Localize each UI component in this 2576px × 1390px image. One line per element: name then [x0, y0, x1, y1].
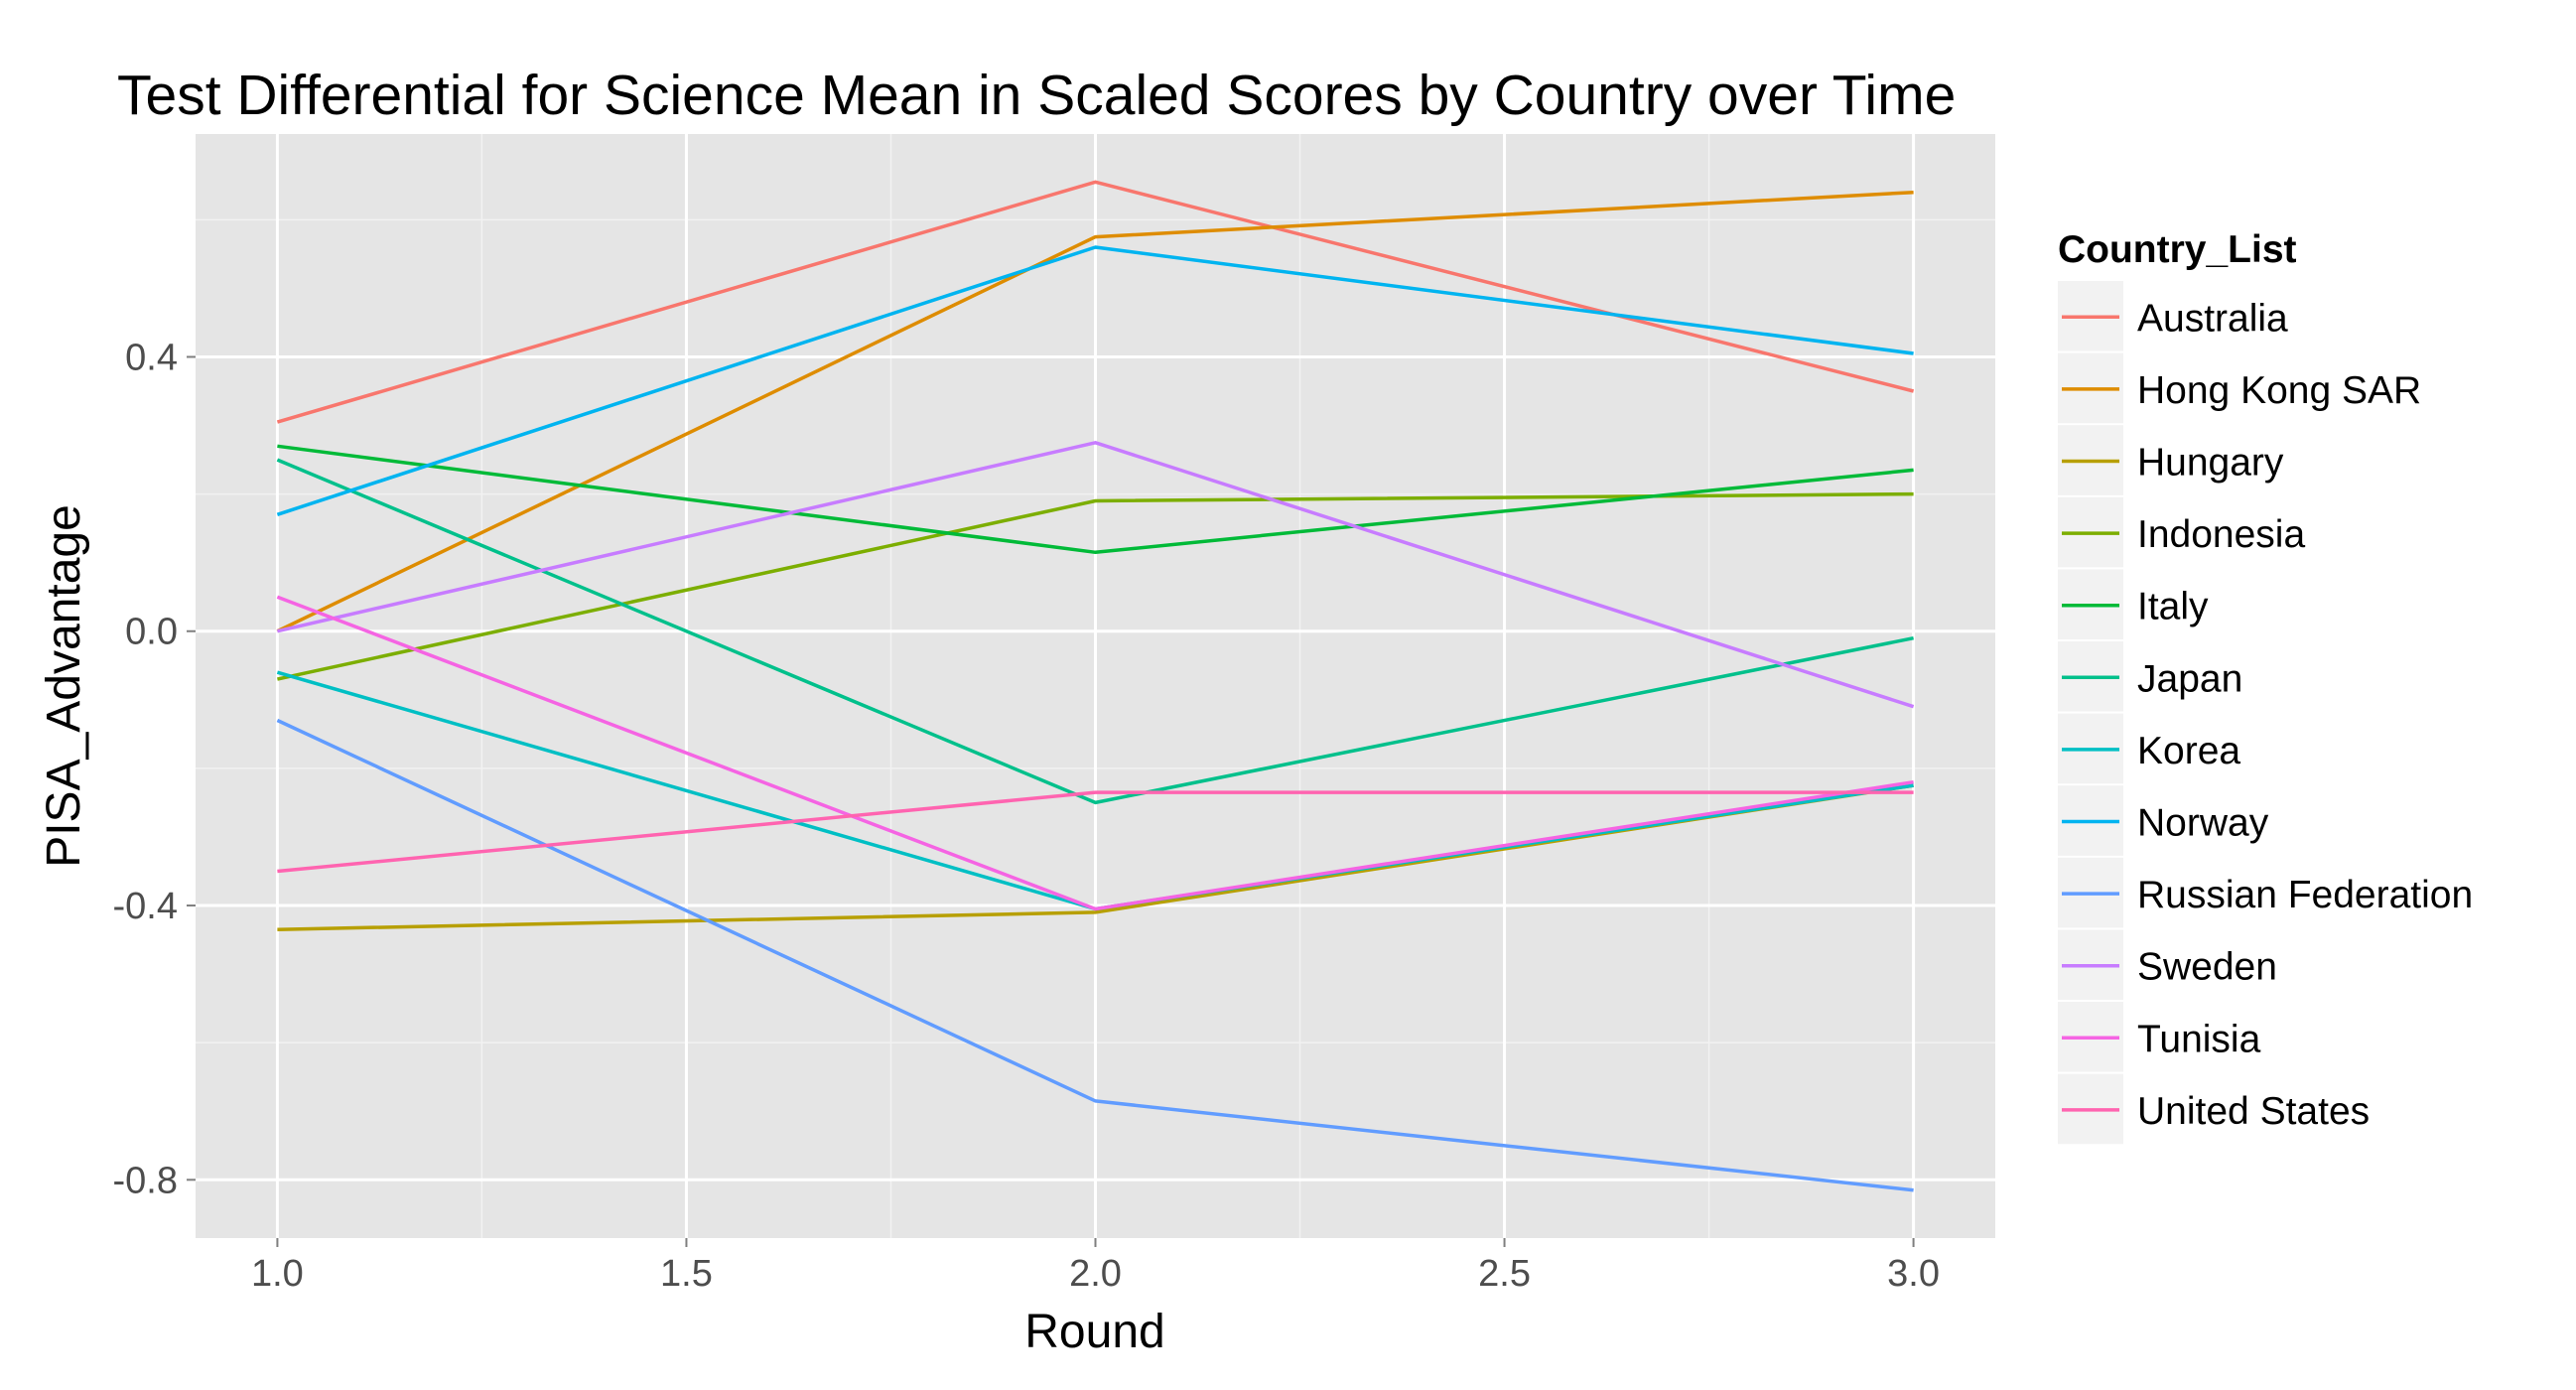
x-tick-label: 1.5 [660, 1253, 713, 1295]
legend-label-sweden: Sweden [2137, 946, 2277, 989]
x-axis-title: Round [1024, 1306, 1164, 1358]
legend-label-hungary: Hungary [2137, 442, 2284, 485]
series-line-hong-kong-sar [276, 190, 1914, 633]
y-tick-label: 0.4 [125, 337, 178, 378]
series-line-united-states [277, 790, 1914, 874]
legend-label-japan: Japan [2137, 657, 2242, 700]
legend-label-hong-kong-sar: Hong Kong SAR [2137, 369, 2421, 412]
y-axis-title: PISA_Advantage [38, 504, 90, 868]
legend-label-italy: Italy [2137, 586, 2209, 628]
series-line-italy [277, 444, 1914, 555]
x-tick-label: 3.0 [1887, 1253, 1940, 1295]
series-line-sweden [277, 441, 1915, 709]
series-lines [276, 180, 1915, 1192]
x-tick-label: 2.0 [1069, 1253, 1122, 1295]
x-tick-label: 1.0 [251, 1253, 304, 1295]
series-line-japan [276, 458, 1914, 805]
series-line-russian-federation [276, 718, 1914, 1192]
legend-label-australia: Australia [2137, 297, 2288, 340]
series-line-australia [276, 180, 1915, 424]
legend-label-tunisia: Tunisia [2137, 1018, 2261, 1060]
legend-label-united-states: United States [2137, 1090, 2370, 1133]
series-line-tunisia [276, 595, 1914, 911]
y-tick-label: -0.4 [113, 886, 178, 927]
legend: Country_List Australia Hong Kong SAR Hunga… [2058, 228, 2473, 1145]
legend-label-norway: Norway [2137, 802, 2269, 845]
y-axis-ticks: -0.8 -0.4 0.0 0.4 [113, 337, 196, 1201]
x-tick-label: 2.5 [1478, 1253, 1531, 1295]
y-tick-label: 0.0 [125, 612, 178, 653]
legend-label-russian-federation: Russian Federation [2137, 874, 2473, 916]
legend-title: Country_List [2058, 228, 2297, 271]
chart-title: Test Differential for Science Mean in Sc… [117, 64, 1956, 127]
legend-label-korea: Korea [2137, 730, 2240, 772]
y-tick-label: -0.8 [113, 1160, 178, 1201]
x-axis-ticks: 1.0 1.5 2.0 2.5 3.0 [251, 1238, 1940, 1295]
legend-items: Australia Hong Kong SAR Hungary Indonesia It… [2058, 281, 2473, 1145]
series-line-norway [276, 245, 1914, 516]
legend-label-indonesia: Indonesia [2137, 513, 2305, 556]
